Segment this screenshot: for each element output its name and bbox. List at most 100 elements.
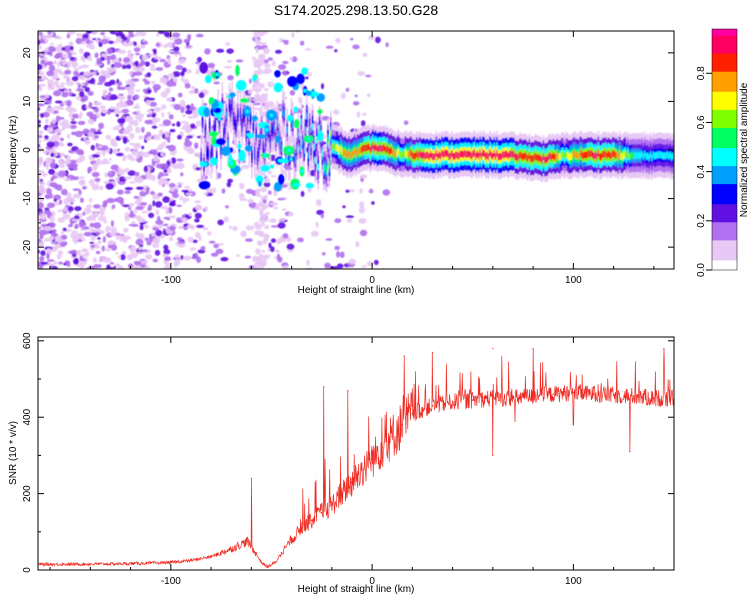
spectrogram-cell bbox=[357, 71, 366, 76]
spectrogram-cell bbox=[264, 194, 268, 200]
colorbar-cell bbox=[712, 137, 737, 140]
spectrogram-cell bbox=[146, 240, 152, 246]
spectrogram-ridge-cell bbox=[475, 152, 477, 160]
spectrogram-cell bbox=[194, 152, 199, 156]
spectrogram-ridge-cell bbox=[325, 166, 328, 174]
colorbar-cell bbox=[712, 33, 737, 36]
spectrogram-ridge-cell bbox=[254, 149, 256, 157]
colorbar-cell bbox=[712, 111, 737, 114]
spectrogram-cell bbox=[228, 153, 233, 165]
spectrogram-cell bbox=[115, 176, 120, 182]
colorbar-cell bbox=[712, 229, 737, 233]
spectrogram-cell bbox=[89, 228, 95, 232]
spectrogram-cell bbox=[94, 101, 102, 106]
spectrogram-cell bbox=[101, 245, 106, 252]
spectrogram-cell bbox=[145, 254, 153, 260]
colorbar-cell bbox=[712, 31, 737, 34]
spectrogram-ridge-cell bbox=[258, 147, 260, 155]
colorbar-cell bbox=[712, 101, 737, 104]
spectrogram-cell bbox=[57, 170, 67, 177]
spectrogram-ridge-cell bbox=[237, 111, 239, 119]
spectrogram-cell bbox=[182, 114, 186, 117]
spectrogram-cell bbox=[307, 187, 312, 193]
spectrogram-cell bbox=[63, 45, 72, 53]
spectrogram-cell bbox=[97, 128, 102, 133]
colorbar-cell bbox=[712, 257, 737, 261]
spectrogram-cell bbox=[43, 226, 52, 231]
spectrogram-cell bbox=[83, 231, 93, 237]
spectrogram-ridge-cell bbox=[397, 148, 400, 155]
spectrogram-ridge-cell bbox=[348, 149, 350, 157]
spectrogram-cell bbox=[306, 137, 311, 141]
spectrogram-ridge-cell bbox=[382, 144, 384, 152]
snr-data-point bbox=[300, 527, 303, 529]
spectrogram-cell bbox=[289, 57, 294, 60]
spectrogram-cell bbox=[179, 196, 184, 201]
snr-x-axis-label: Height of straight line (km) bbox=[298, 584, 415, 595]
spectrogram-cell bbox=[52, 202, 61, 206]
spectrogram-ridge-cell bbox=[641, 150, 643, 158]
spectrogram-cell bbox=[334, 218, 342, 224]
spectrogram-cell bbox=[101, 53, 107, 58]
spectrogram-cell bbox=[257, 230, 264, 236]
spectrogram-cell bbox=[194, 212, 202, 219]
spectrogram-cell bbox=[260, 220, 265, 227]
spectrogram-cell bbox=[196, 224, 205, 228]
spectrogram-cell bbox=[196, 56, 203, 63]
spectrogram-ridge-cell bbox=[399, 150, 401, 158]
spectrogram-ridge-cell bbox=[556, 152, 559, 159]
spectrogram-cell bbox=[232, 225, 238, 232]
spectrogram-cell bbox=[194, 218, 200, 223]
spectrogram-ridge-cell bbox=[669, 151, 672, 159]
spectrogram-cell bbox=[281, 184, 288, 188]
spectrogram-cell bbox=[277, 222, 286, 229]
spectrogram-cell bbox=[61, 58, 67, 66]
spectrogram-ridge-cell bbox=[624, 150, 627, 157]
spectrogram-cell bbox=[48, 46, 56, 53]
colorbar-tick-label: 0.4 bbox=[696, 164, 707, 178]
spectrogram-cell bbox=[68, 54, 72, 59]
spectrogram-cell bbox=[257, 180, 262, 187]
colorbar-cell bbox=[712, 117, 737, 120]
spectrogram-cell bbox=[69, 45, 74, 51]
spectrogram-cell bbox=[79, 255, 84, 262]
colorbar-cell bbox=[712, 69, 737, 72]
spectrogram-cell bbox=[270, 246, 275, 253]
snr-y-tick-label: 200 bbox=[22, 485, 33, 502]
spectrogram-ridge-cell bbox=[215, 154, 218, 161]
spectrogram-cell bbox=[109, 106, 116, 110]
spectrogram-ridge-cell bbox=[463, 150, 466, 157]
spectrogram-cell bbox=[49, 161, 56, 169]
spectrogram-cell bbox=[146, 174, 154, 180]
spectrogram-cell bbox=[226, 59, 233, 64]
spectrogram-cell bbox=[115, 152, 124, 157]
spectrogram-ridge-cell bbox=[479, 149, 481, 157]
spectrogram-cell bbox=[68, 210, 72, 214]
snr-dip-point bbox=[514, 420, 516, 422]
spectrogram-cell bbox=[362, 52, 368, 57]
spectrogram-cell bbox=[269, 113, 274, 118]
spectrogram-cell bbox=[42, 75, 47, 80]
spectrogram-ridge-cell bbox=[262, 144, 264, 152]
colorbar-cell bbox=[712, 181, 737, 185]
spectrogram-cell bbox=[288, 186, 293, 191]
spectrogram-cell bbox=[120, 33, 126, 40]
spectrogram-cell bbox=[100, 256, 107, 262]
spectrogram-cell bbox=[177, 134, 182, 140]
spectrogram-ridge-cell bbox=[528, 152, 531, 160]
spectrogram-ridge-cell bbox=[500, 153, 503, 161]
colorbar-cell bbox=[712, 151, 737, 155]
spectrogram-cell bbox=[152, 237, 161, 244]
snr-dip-point bbox=[572, 424, 575, 426]
colorbar-cell bbox=[712, 199, 737, 203]
spectrogram-ridge-cell bbox=[524, 152, 527, 159]
spectrogram-ridge-cell bbox=[600, 153, 603, 161]
spectrogram-cell bbox=[150, 232, 156, 237]
spectrogram-ridge-cell bbox=[251, 152, 253, 160]
spectrogram-cell bbox=[106, 66, 115, 73]
spectrogram-cell bbox=[62, 213, 71, 220]
spectrogram-cell bbox=[277, 197, 286, 201]
spectrogram-cell bbox=[159, 58, 166, 63]
spectrogram-ridge-cell bbox=[506, 150, 508, 158]
spectrogram-cell bbox=[164, 256, 172, 261]
